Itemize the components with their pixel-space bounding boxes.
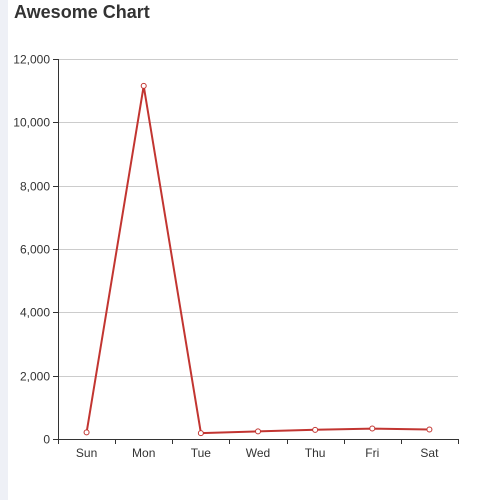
x-tick-label: Sun [76, 446, 97, 460]
left-edge-strip [0, 0, 8, 500]
y-tick-label: 10,000 [13, 116, 50, 130]
data-point [197, 430, 204, 437]
y-tick-label: 2,000 [20, 370, 50, 384]
y-tick-label: 12,000 [13, 53, 50, 67]
y-tick-label: 4,000 [20, 306, 50, 320]
x-tick-label: Sat [420, 446, 439, 460]
gridlines [58, 59, 458, 377]
x-tick-label: Tue [191, 446, 212, 460]
data-point [140, 82, 147, 89]
data-point [426, 426, 433, 433]
data-point [255, 428, 261, 435]
data-point [83, 429, 90, 436]
data-point [369, 425, 376, 432]
x-tick-label: Mon [132, 446, 155, 460]
y-tick-label: 0 [43, 433, 50, 447]
series [83, 82, 433, 437]
data-point [312, 426, 319, 433]
series-line [85, 84, 430, 435]
x-tick-label: Thu [305, 446, 326, 460]
chart-title: Awesome Chart [14, 2, 150, 22]
axes: 0 2,000 4,000 6,000 8,000 10,000 12,000 Sun Mon T… [13, 53, 459, 460]
y-tick-label: 6,000 [20, 243, 50, 257]
x-tick-label: Fri [365, 446, 379, 460]
x-tick-label: Wed [246, 446, 270, 460]
y-tick-label: 8,000 [20, 180, 50, 194]
